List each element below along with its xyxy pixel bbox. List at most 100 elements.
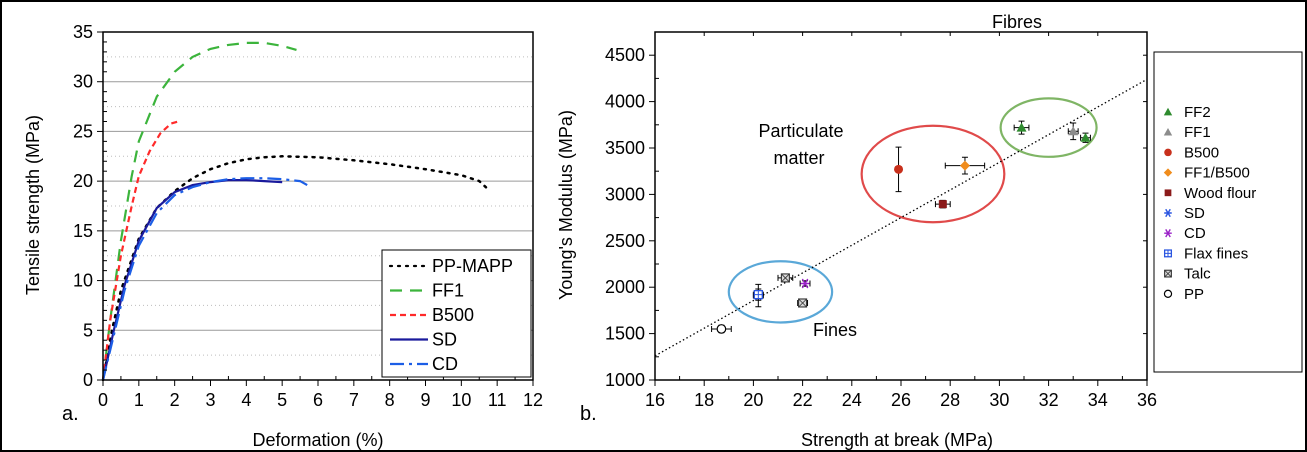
x-tick-label: 11 bbox=[488, 390, 507, 410]
point-ff2-2-marker-shape bbox=[1080, 132, 1091, 142]
legend-label-ff1: FF1 bbox=[1184, 124, 1211, 141]
legend-box bbox=[381, 249, 532, 378]
legend-label-cd: CD bbox=[432, 354, 458, 374]
legend-marker-pp bbox=[1163, 289, 1173, 298]
legend-label-pp: PP bbox=[1184, 286, 1204, 303]
legend-marker-talc bbox=[1164, 269, 1172, 278]
legend-marker-sd-shape bbox=[1164, 208, 1172, 218]
legend-label-cd: CD bbox=[1184, 225, 1206, 242]
annotation-fibres: Fibres bbox=[992, 12, 1042, 32]
group-ellipse-fines bbox=[727, 260, 834, 324]
legend-marker-flax-fines-cross bbox=[1164, 250, 1172, 257]
x-tick-label: 28 bbox=[940, 390, 960, 410]
chart-b: 1000 1500 2000 2500 3000 3500 4000 4500 16 18 20 22… bbox=[556, 12, 1303, 450]
point-pp-1-marker bbox=[716, 324, 727, 334]
legend-marker-ff1-shape bbox=[1163, 128, 1173, 136]
legend-label-pp-mapp: PP-MAPP bbox=[432, 256, 513, 276]
point-ff2-1 bbox=[1013, 120, 1030, 135]
legend-label-b500: B500 bbox=[1184, 144, 1219, 161]
legend-marker-ff2-shape bbox=[1163, 107, 1173, 116]
chart-b-panel-label: b. bbox=[580, 403, 597, 425]
legend-marker-cd bbox=[1164, 229, 1172, 238]
x-tick-label: 1 bbox=[134, 390, 144, 410]
legend-marker-b500-shape bbox=[1164, 148, 1172, 157]
x-tick-label: 36 bbox=[1137, 390, 1157, 410]
point-talc-1-marker bbox=[780, 273, 790, 283]
point-b500-1-marker-shape bbox=[894, 164, 904, 174]
y-tick-label: 5 bbox=[83, 320, 93, 340]
legend-marker-wood-flour bbox=[1164, 189, 1172, 197]
annotation-particulate-matter: Particulate matter bbox=[758, 121, 843, 168]
y-tick-label: 4500 bbox=[605, 45, 645, 65]
chart-b-axes: 1000 1500 2000 2500 3000 3500 4000 4500 16 18 20 22… bbox=[605, 32, 1157, 410]
chart-a-legend: PP-MAPP FF1 B500 SD CD bbox=[381, 249, 532, 378]
chart-b-legend: FF2 FF1 B500 FF1/B500 Wood flour SD CD Flax fin… bbox=[1153, 51, 1303, 373]
point-ff1-b500-1-marker bbox=[959, 160, 970, 171]
legend-box bbox=[1153, 51, 1303, 373]
chart-a-series bbox=[101, 41, 492, 382]
point-cd-1-marker bbox=[800, 278, 810, 289]
y-tick-label: 25 bbox=[73, 121, 93, 141]
x-tick-label: 34 bbox=[1088, 390, 1108, 410]
x-tick-label: 5 bbox=[277, 390, 287, 410]
legend-marker-talc-hatch bbox=[1164, 269, 1172, 278]
legend-label-b500: B500 bbox=[432, 305, 474, 325]
point-talc-2 bbox=[797, 298, 809, 308]
group-ellipse-particulate-matter bbox=[860, 124, 1006, 224]
point-ff1-b500-1-marker-shape bbox=[959, 160, 970, 171]
point-wood-flour-1-marker bbox=[938, 200, 947, 209]
chart-b-plot-frame bbox=[654, 31, 1148, 381]
x-tick-label: 12 bbox=[523, 390, 543, 410]
legend-label-ff1: FF1 bbox=[432, 281, 464, 301]
x-tick-label: 18 bbox=[694, 390, 714, 410]
legend-label-sd: SD bbox=[432, 330, 457, 350]
legend-marker-ff2 bbox=[1163, 107, 1173, 116]
legend-marker-b500 bbox=[1164, 148, 1172, 157]
point-ff1-1-marker bbox=[1068, 126, 1079, 136]
legend-label-flax-fines: Flax fines bbox=[1184, 245, 1248, 262]
x-tick-label: 3 bbox=[205, 390, 215, 410]
y-tick-label: 20 bbox=[73, 171, 93, 191]
legend-marker-ff1-b500-shape bbox=[1163, 168, 1173, 177]
legend-marker-ff1 bbox=[1163, 128, 1173, 136]
chart-a-panel-label: a. bbox=[62, 403, 79, 425]
point-ff1-b500-1 bbox=[944, 156, 986, 175]
series-line-sd bbox=[101, 179, 283, 381]
point-pp-1 bbox=[711, 324, 732, 334]
point-ff1-1-marker-shape bbox=[1068, 126, 1079, 136]
x-tick-label: 26 bbox=[891, 390, 911, 410]
y-tick-label: 1000 bbox=[605, 370, 645, 390]
x-tick-label: 22 bbox=[793, 390, 813, 410]
chart-b-group-ellipses bbox=[727, 97, 1098, 324]
y-tick-label: 2000 bbox=[605, 277, 645, 297]
chart-a-xlabel: Deformation (%) bbox=[252, 430, 383, 450]
point-wood-flour-1 bbox=[934, 199, 951, 209]
chart-b-points bbox=[711, 120, 1091, 334]
point-ff2-1-marker bbox=[1016, 122, 1027, 132]
point-flax-fines-1-marker-cross bbox=[754, 290, 763, 299]
point-wood-flour-1-marker-shape bbox=[938, 200, 947, 209]
legend-marker-cd-shape bbox=[1164, 229, 1172, 238]
series-line-ff1 bbox=[101, 41, 297, 381]
series-line-b500 bbox=[101, 120, 179, 381]
point-talc-2-marker bbox=[798, 298, 808, 308]
x-tick-label: 20 bbox=[743, 390, 763, 410]
x-tick-label: 10 bbox=[451, 390, 471, 410]
legend-label-wood-flour: Wood flour bbox=[1184, 185, 1256, 202]
x-tick-label: 32 bbox=[1039, 390, 1059, 410]
legend-marker-wood-flour-shape bbox=[1164, 189, 1172, 197]
legend-marker-sd bbox=[1164, 208, 1172, 218]
point-b500-1-marker bbox=[894, 164, 904, 174]
legend-marker-pp-shape bbox=[1163, 289, 1173, 298]
x-tick-label: 7 bbox=[349, 390, 359, 410]
legend-marker-ff1-b500 bbox=[1163, 168, 1173, 177]
x-tick-label: 0 bbox=[98, 390, 108, 410]
x-tick-label: 6 bbox=[313, 390, 323, 410]
y-tick-label: 15 bbox=[73, 221, 93, 241]
group-ellipse-fibres bbox=[999, 97, 1098, 158]
point-pp-1-marker-shape bbox=[716, 324, 727, 334]
point-talc-1 bbox=[777, 273, 794, 283]
legend-label-ff2: FF2 bbox=[1184, 104, 1211, 121]
point-flax-fines-1 bbox=[752, 288, 764, 301]
chart-b-annotations: Fibres Particulate matter Fines bbox=[758, 12, 1042, 340]
